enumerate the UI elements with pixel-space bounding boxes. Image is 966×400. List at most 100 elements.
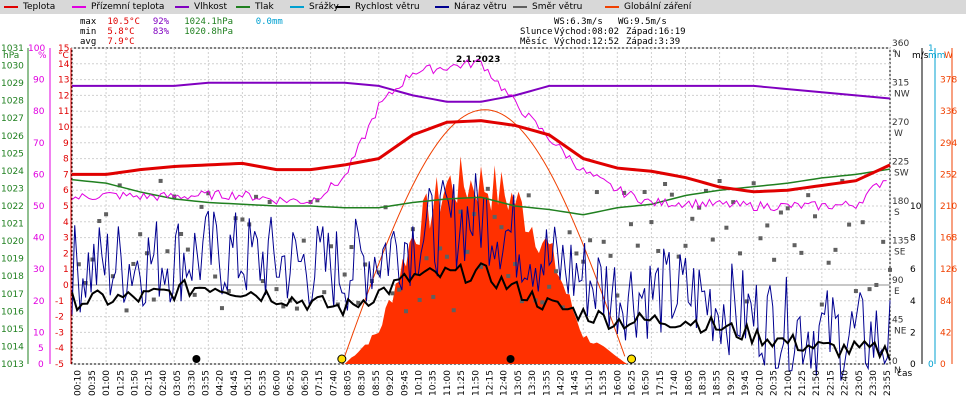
solar-area [344, 156, 628, 364]
wind-dir-point [260, 279, 265, 284]
wind-dir-point [785, 206, 790, 211]
x-tick: 16:00 [613, 370, 623, 396]
wind-dir-point [772, 257, 777, 262]
x-tick: 08:55 [372, 370, 382, 396]
wind-dir-point [349, 245, 354, 250]
wind-dir-point [376, 270, 381, 275]
wind-dir-point [560, 305, 565, 310]
wind-gust-max: WG:9.5m/s [618, 17, 667, 27]
hpa-tick: 1021 [1, 220, 24, 230]
degc-tick: 7 [63, 170, 69, 180]
x-tick: 20:35 [770, 370, 780, 396]
wind-dir-point [138, 232, 143, 237]
hpa-tick: 1023 [1, 184, 24, 194]
x-tick: 08:05 [344, 370, 354, 396]
wind-dir-point [322, 290, 327, 295]
stat-max-press: 1024.1hPa [184, 17, 234, 27]
stat-min-hum: 83% [152, 27, 170, 37]
x-tick: 21:50 [812, 370, 822, 396]
ms-tick: 8 [910, 234, 916, 244]
degc-tick: 14 [58, 60, 70, 70]
wind-dir-point [540, 300, 545, 305]
x-tick: 02:40 [159, 370, 169, 396]
pct-tick: 60 [33, 170, 45, 180]
wind-dir-point [369, 279, 374, 284]
x-tick: 01:25 [116, 370, 126, 396]
wind-dir-point [274, 287, 279, 292]
series-Rychlost větru [71, 262, 891, 361]
wind-dir-point [574, 251, 579, 256]
x-tick: 13:05 [514, 370, 524, 396]
dir-tick: 360 [892, 39, 909, 49]
legend-label: Rychlost větru [355, 2, 420, 12]
hpa-tick: 1020 [1, 237, 24, 247]
legend-item-4: Srážky [290, 2, 339, 12]
sunrise-marker [337, 354, 347, 364]
wind-dir-point [867, 287, 872, 292]
sun-rise: Východ:08:02 [554, 27, 620, 37]
wind-dir-point [199, 204, 204, 209]
pct-tick: 20 [33, 297, 45, 307]
degc-tick: -5 [55, 360, 64, 370]
wind-dir-point [778, 210, 783, 215]
degc-tick: 15 [58, 44, 69, 54]
legend-label: Vlhkost [194, 2, 227, 12]
w-tick: 84 [940, 297, 952, 307]
x-tick: 16:50 [642, 370, 652, 396]
stat-max-label: max [80, 17, 97, 27]
moon-rise: Východ:12:52 [554, 37, 620, 47]
x-tick: 23:05 [855, 370, 865, 396]
hpa-tick: 1029 [1, 79, 24, 89]
stats-panel: max 10.5°C 92% 1024.1hPa 0.0mm min 5.8°C… [80, 17, 283, 47]
moon-set: Západ:3:39 [626, 37, 681, 47]
hpa-tick: 1030 [1, 62, 24, 72]
x-tick: 01:00 [102, 370, 112, 396]
dir-tick: 90 [892, 276, 904, 286]
wind-dir-point [83, 281, 88, 286]
x-tick: 19:20 [727, 370, 737, 396]
wind-dir-point [601, 239, 606, 244]
pct-tick: 90 [33, 76, 45, 86]
wind-dir-point [226, 288, 231, 293]
dir-compass: N [894, 366, 901, 376]
x-tick: 15:10 [585, 370, 595, 396]
wind-dir-point [363, 262, 368, 267]
wind-dir-point [144, 251, 149, 256]
wind-dir-point [519, 299, 524, 304]
series-Teplota [72, 119, 891, 194]
degc-tick: 12 [58, 91, 69, 101]
ms-tick: 6 [910, 265, 916, 275]
wind-dir-point [131, 261, 136, 266]
wind-dir-point [710, 237, 715, 242]
wind-dir-point [431, 294, 436, 299]
x-tick: 11:00 [443, 370, 453, 396]
wind-dir-point [158, 178, 163, 183]
wind-dir-point [308, 199, 313, 204]
dir-compass: SE [894, 248, 906, 258]
x-tick: 14:45 [571, 370, 581, 396]
dir-compass: SW [894, 169, 909, 179]
wind-dir-point [513, 262, 518, 267]
wind-dir-point [465, 249, 470, 254]
x-tick: 06:00 [273, 370, 283, 396]
wind-dir-point [124, 308, 129, 313]
wind-dir-point [690, 216, 695, 221]
wind-dir-point [506, 274, 511, 279]
wind-dir-point [390, 291, 395, 296]
legend-swatch [336, 5, 350, 8]
wind-dir-point [840, 178, 845, 183]
ms-tick: 0 [910, 360, 916, 370]
x-tick: 05:35 [258, 370, 268, 396]
wind-dir-point [404, 309, 409, 314]
w-tick: 126 [940, 265, 957, 275]
wind-dir-point [342, 272, 347, 277]
stat-max-temp: 10.5°C [107, 17, 140, 27]
legend-item-7: Směr větru [513, 2, 582, 12]
wind-dir-point [594, 190, 599, 195]
x-tick: 19:45 [741, 370, 751, 396]
wind-dir-point [479, 264, 483, 269]
dir-compass: S [894, 208, 900, 218]
wind-dir-point [622, 190, 627, 195]
series-Tlak [71, 168, 891, 216]
pct-tick: 50 [33, 202, 45, 212]
